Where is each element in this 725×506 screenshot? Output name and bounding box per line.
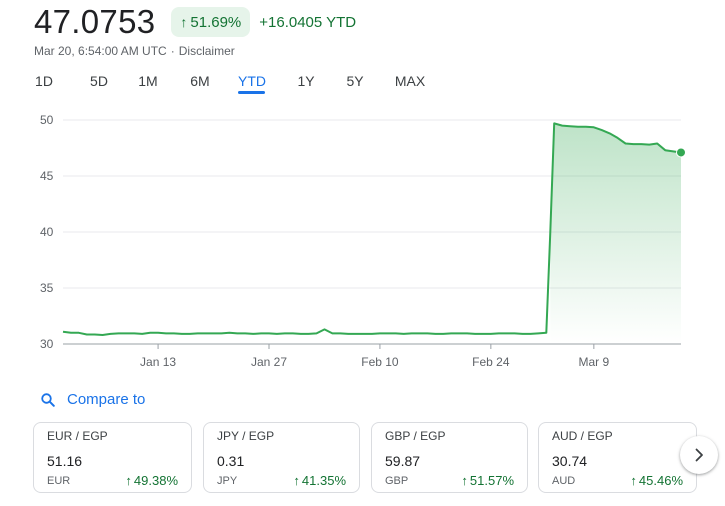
card-currency-code: AUD bbox=[552, 474, 576, 487]
card-percent-change: ↑ 49.38% bbox=[125, 473, 178, 488]
compare-card-jpy-egp[interactable]: JPY / EGP 0.31 JPY ↑ 41.35% bbox=[203, 422, 360, 493]
disclaimer-link[interactable]: Disclaimer bbox=[178, 44, 235, 58]
card-pair-name: GBP / EGP bbox=[385, 429, 446, 443]
arrow-up-icon: ↑ bbox=[630, 473, 637, 488]
card-currency-code: JPY bbox=[217, 474, 238, 487]
card-currency-code: EUR bbox=[47, 474, 71, 487]
card-percent-change: ↑ 45.46% bbox=[630, 473, 683, 488]
price-chart[interactable]: 30 35 40 45 50 Jan 13 Jan 27 Feb 10 Feb 24 Mar 9 bbox=[0, 105, 725, 375]
compare-card-gbp-egp[interactable]: GBP / EGP 59.87 GBP ↑ 51.57% bbox=[371, 422, 528, 493]
range-tab-1m[interactable]: 1M bbox=[138, 73, 158, 89]
chart-y-tick-label: 40 bbox=[40, 225, 54, 239]
range-tab-5y[interactable]: 5Y bbox=[346, 73, 364, 89]
chart-price-line bbox=[62, 122, 682, 336]
range-tab-1y[interactable]: 1Y bbox=[297, 73, 315, 89]
quote-timestamp: Mar 20, 6:54:00 AM UTC bbox=[34, 44, 167, 58]
arrow-up-icon: ↑ bbox=[180, 14, 188, 30]
arrow-up-icon: ↑ bbox=[125, 473, 132, 488]
search-icon bbox=[41, 392, 55, 407]
chart-y-tick-label: 45 bbox=[40, 169, 54, 183]
card-pair-name: EUR / EGP bbox=[47, 429, 108, 443]
range-tab-5d[interactable]: 5D bbox=[90, 73, 108, 89]
card-price: 59.87 bbox=[385, 453, 421, 469]
card-currency-code: GBP bbox=[385, 474, 409, 487]
chart-x-tick-label: Jan 13 bbox=[140, 355, 176, 369]
chart-x-axis: Jan 13 Jan 27 Feb 10 Feb 24 Mar 9 bbox=[140, 344, 610, 369]
card-pair-name: AUD / EGP bbox=[552, 429, 613, 443]
card-percent-change: ↑ 51.57% bbox=[461, 473, 514, 488]
arrow-up-icon: ↑ bbox=[293, 473, 300, 488]
quote-header: 47.0753 ↑ 51.69% +16.0405 YTD bbox=[34, 2, 356, 42]
separator-dot: · bbox=[170, 44, 175, 58]
quote-timestamp-row: Mar 20, 6:54:00 AM UTC · Disclaimer bbox=[34, 44, 235, 58]
chart-area-fill bbox=[550, 123, 681, 345]
arrow-up-icon: ↑ bbox=[461, 473, 468, 488]
percent-change-value: 51.69% bbox=[190, 13, 242, 31]
chart-x-tick-label: Mar 9 bbox=[579, 355, 610, 369]
range-tab-max[interactable]: MAX bbox=[394, 73, 426, 89]
range-tab-1d[interactable]: 1D bbox=[35, 73, 53, 89]
current-price: 47.0753 bbox=[34, 3, 156, 40]
card-price: 30.74 bbox=[552, 453, 588, 469]
card-price: 51.16 bbox=[47, 453, 83, 469]
chart-x-tick-label: Feb 24 bbox=[472, 355, 510, 369]
chart-x-tick-label: Jan 27 bbox=[251, 355, 287, 369]
compare-to-label: Compare to bbox=[67, 391, 146, 408]
chart-y-tick-label: 30 bbox=[40, 337, 54, 351]
card-pair-name: JPY / EGP bbox=[217, 429, 275, 443]
card-price: 0.31 bbox=[217, 453, 245, 469]
chart-x-tick-label: Feb 10 bbox=[361, 355, 399, 369]
card-percent-change: ↑ 41.35% bbox=[293, 473, 346, 488]
ytd-change: +16.0405 YTD bbox=[259, 13, 357, 31]
time-range-tabs: 1D 5D 1M 6M YTD 1Y 5Y MAX bbox=[30, 70, 427, 94]
compare-card-eur-egp[interactable]: EUR / EGP 51.16 EUR ↑ 49.38% bbox=[33, 422, 192, 493]
next-cards-button[interactable] bbox=[680, 436, 718, 474]
range-tab-ytd[interactable]: YTD bbox=[238, 70, 266, 94]
chart-last-point-marker bbox=[676, 147, 686, 158]
chart-y-tick-label: 35 bbox=[40, 281, 54, 295]
chart-y-axis: 30 35 40 45 50 bbox=[40, 113, 54, 351]
chevron-right-icon bbox=[695, 448, 703, 462]
range-tab-6m[interactable]: 6M bbox=[190, 73, 210, 89]
chart-y-tick-label: 50 bbox=[40, 113, 54, 127]
percent-change-badge: ↑ 51.69% bbox=[171, 7, 251, 37]
compare-to-button[interactable]: Compare to bbox=[41, 391, 145, 408]
compare-card-aud-egp[interactable]: AUD / EGP 30.74 AUD ↑ 45.46% bbox=[538, 422, 697, 493]
